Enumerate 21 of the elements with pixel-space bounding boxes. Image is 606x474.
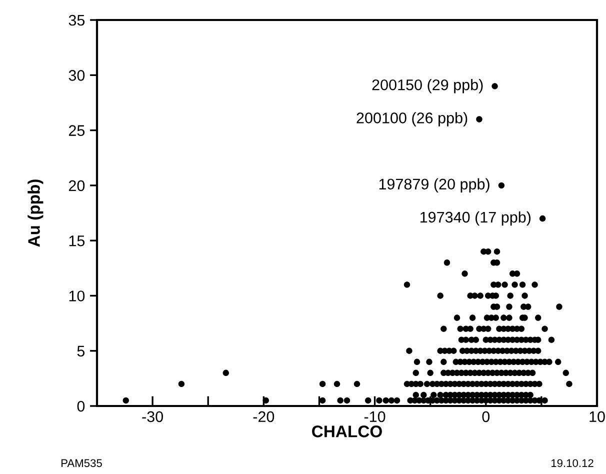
annotation: 200100 (26 ppb) xyxy=(356,112,468,126)
annotation: 200150 (29 ppb) xyxy=(372,79,483,94)
y-tick-label: 35 xyxy=(68,14,85,26)
x-tick-label: -20 xyxy=(253,411,274,422)
y-tick-label: 0 xyxy=(77,400,85,412)
x-tick-label: -30 xyxy=(142,411,163,422)
x-axis-title: CHALCO xyxy=(312,426,382,438)
x-tick-label: 0 xyxy=(482,411,490,422)
y-tick-label: 25 xyxy=(68,125,85,136)
x-tick-label: -10 xyxy=(364,411,386,422)
annotation: 197340 (17 ppb) xyxy=(420,211,531,226)
y-tick-label: 20 xyxy=(68,180,85,192)
annotation: 197879 (20 ppb) xyxy=(379,178,490,193)
text: PAM535 xyxy=(62,459,102,468)
x-tick-label: 10 xyxy=(590,411,605,422)
y-tick-label: 30 xyxy=(68,70,85,81)
y-axis-title: Au (ppb) xyxy=(28,180,44,247)
text: 19.10.12 xyxy=(551,459,594,468)
y-tick-label: 15 xyxy=(69,236,85,246)
y-tick-label: 5 xyxy=(77,346,85,357)
y-tick-label: 10 xyxy=(69,290,85,302)
